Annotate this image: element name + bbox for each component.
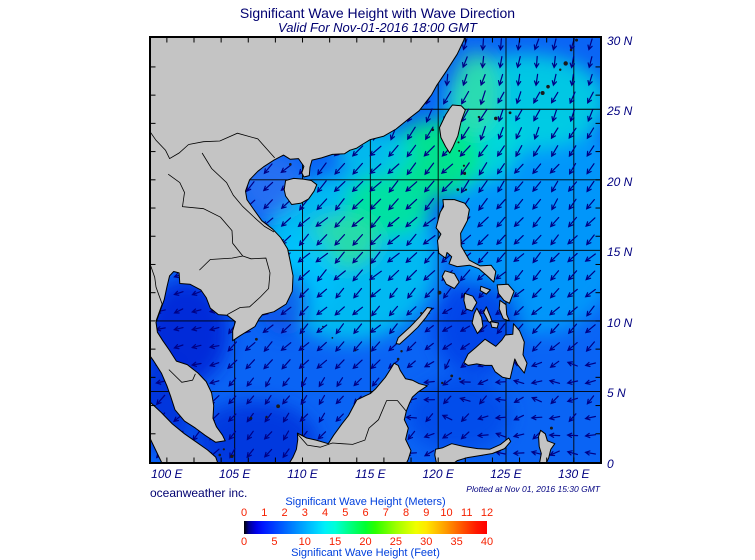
map-plot-area: [149, 36, 602, 464]
x-axis-label-0: 100 E: [151, 467, 183, 481]
colorbar-feet-tick-20: 20: [359, 536, 372, 548]
x-axis-label-2: 110 E: [287, 467, 318, 481]
y-axis-label-3: 15 N: [607, 245, 633, 260]
land-luzon: [435, 199, 497, 283]
y-axis-label-1: 25 N: [607, 104, 633, 119]
colorbar-meter-tick-0: 0: [240, 507, 248, 519]
land-asia-mainland: [151, 38, 465, 443]
colorbar-meter-tick-6: 6: [362, 507, 369, 519]
colorbar-title-meters: Significant Wave Height (Meters): [285, 496, 446, 508]
colorbar-meter-tick-8: 8: [402, 507, 410, 519]
land-negros: [471, 307, 484, 335]
land-leyte: [498, 299, 510, 322]
land-sumatra: [151, 402, 218, 462]
colorbar-feet-tick-0: 0: [240, 536, 248, 548]
colorbar-meter-tick-4: 4: [321, 507, 329, 519]
colorbar-meter-tick-5: 5: [342, 507, 349, 519]
colorbar-feet-tick-25: 25: [389, 536, 402, 548]
colorbar-meter-tick-7: 7: [382, 507, 389, 519]
figure-title: Significant Wave Height with Wave Direct…: [239, 5, 516, 21]
colorbar-meter-tick-3: 3: [301, 507, 308, 519]
colorbar-feet-tick-35: 35: [450, 536, 463, 548]
axis-ticks: [151, 38, 600, 462]
colorbar-feet-tick-5: 5: [271, 536, 278, 548]
colorbar-feet-tick-15: 15: [329, 536, 342, 548]
y-axis-label-5: 5 N: [607, 386, 626, 401]
x-axis-label-6: 130 E: [558, 467, 590, 481]
colorbar-feet-tick-40: 40: [480, 536, 494, 548]
x-axis-label-3: 115 E: [355, 467, 386, 481]
colorbar-meter-tick-11: 11: [461, 507, 473, 519]
land-palawan: [395, 307, 433, 345]
y-axis-label-6: 0: [607, 457, 614, 471]
colorbar-meter-tick-2: 2: [281, 507, 288, 519]
colorbar-feet-tick-30: 30: [420, 536, 433, 548]
colorbar-meter-tick-1: 1: [261, 507, 268, 519]
figure-subtitle: Valid For Nov-01-2016 18:00 GMT: [278, 20, 477, 35]
credit-text: oceanweather inc.: [150, 486, 248, 500]
y-axis-label-4: 10 N: [607, 315, 633, 330]
country-borders: [151, 132, 407, 448]
land-masbate: [479, 285, 491, 295]
land-borneo: [289, 362, 428, 462]
land-mindoro: [441, 270, 460, 289]
y-axis-label-2: 20 N: [607, 174, 633, 189]
x-axis-label-5: 125 E: [490, 467, 522, 481]
colorbar-title-feet: Significant Wave Height (Feet): [291, 547, 440, 559]
colorbar-meter-tick-9: 9: [423, 507, 430, 519]
wave-map-svg: [151, 38, 600, 462]
land-hainan: [283, 177, 318, 205]
land-mindanao: [463, 323, 528, 380]
land-masses: [151, 38, 556, 462]
colorbar-feet-tick-10: 10: [298, 536, 311, 548]
x-axis-label-1: 105 E: [219, 467, 251, 481]
land-panay: [463, 292, 478, 312]
y-axis-label-0: 30 N: [607, 33, 633, 48]
map-layers: [151, 38, 600, 462]
land-bohol: [489, 321, 499, 329]
x-axis-label-4: 120 E: [422, 467, 454, 481]
colorbar-gradient: [244, 521, 487, 534]
small-islands: [218, 38, 579, 458]
land-samar: [496, 283, 515, 304]
colorbar-meter-tick-12: 12: [480, 507, 494, 519]
colorbar-meter-tick-10: 10: [440, 507, 453, 519]
plotted-timestamp: Plotted at Nov 01, 2016 15:30 GMT: [466, 484, 600, 494]
land-taiwan: [439, 104, 466, 154]
